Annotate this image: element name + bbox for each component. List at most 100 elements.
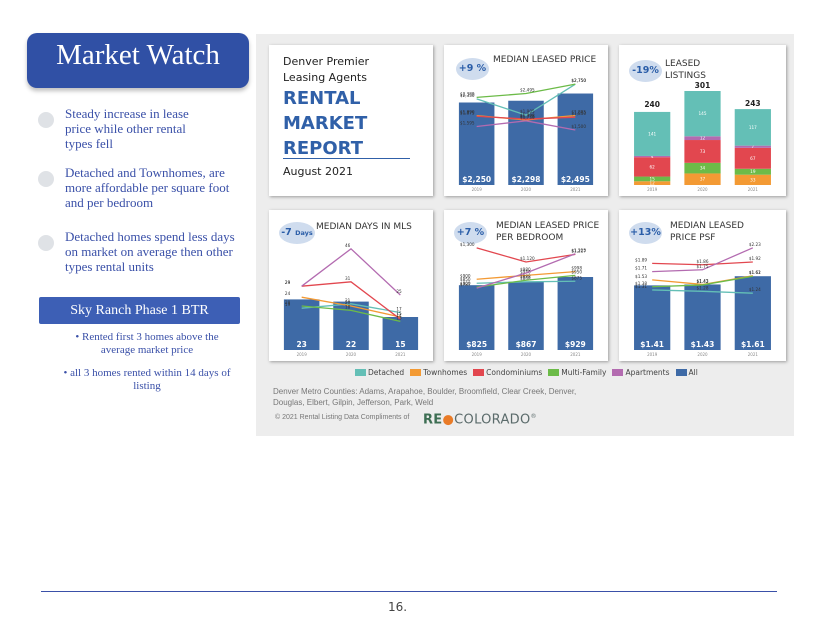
point-label: $1,905 — [520, 109, 535, 114]
legend-swatch — [675, 369, 687, 376]
sub-bullet: • all 3 homes rented within 14 days of l… — [63, 367, 231, 392]
segment-label: 12 — [649, 181, 655, 186]
bar-label: $1.41 — [640, 340, 664, 349]
legend-label: Multi-Family — [561, 368, 607, 377]
category-label: 2021 — [570, 187, 581, 192]
bullet-dot — [38, 235, 54, 251]
series-line — [301, 281, 401, 320]
series-line — [476, 115, 576, 120]
point-label: $1.24 — [749, 287, 761, 292]
total-label: 243 — [745, 99, 761, 108]
point-label: $875 — [571, 275, 582, 280]
series-line — [652, 275, 753, 288]
price-psf-card: +13% MEDIAN LEASED PRICE PSF $1.41 2019 $1… — [619, 210, 786, 361]
report-title-line: MARKET — [283, 113, 368, 134]
point-label: $1,850 — [571, 111, 586, 116]
legend-label: Condominiums — [486, 368, 543, 377]
bar — [508, 281, 544, 350]
change-badge: -19% — [629, 60, 662, 82]
segment-label: 141 — [648, 131, 656, 136]
point-label: $1,217 — [571, 248, 586, 253]
point-label: $2,350 — [460, 93, 475, 98]
category-label: 2020 — [521, 352, 532, 357]
bar-label: 15 — [395, 340, 405, 349]
point-label: $1.42 — [697, 279, 709, 284]
point-label: $1.92 — [749, 256, 761, 261]
median-days-card: -7 Days MEDIAN DAYS IN MLS 23 2019 22 2020 1… — [269, 210, 433, 361]
legend-swatch — [548, 369, 560, 376]
logo-re: RE — [423, 412, 443, 428]
point-label: $1.38 — [635, 281, 647, 286]
report-title-line: REPORT — [283, 138, 363, 159]
series-line — [476, 247, 576, 263]
segment-label: 12 — [700, 136, 706, 141]
segment-label: 7 — [751, 144, 754, 149]
point-label: $1,798 — [520, 113, 535, 118]
point-label: $787 — [460, 282, 471, 287]
report-title: RENTAL MARKET REPORT — [283, 86, 367, 161]
category-label: 2019 — [647, 352, 658, 357]
copyright-note: © 2021 Rental Listing Data Compliments o… — [275, 414, 410, 421]
legend-swatch — [473, 369, 485, 376]
chart-title: MEDIAN LEASED PRICE — [493, 55, 597, 65]
category-label: 2020 — [346, 352, 357, 357]
stack-segment — [734, 174, 771, 185]
sky-ranch-box: Sky Ranch Phase 1 BTR — [39, 297, 240, 324]
point-label: 31 — [345, 276, 351, 281]
chart-title: MEDIAN DAYS IN MLS — [316, 222, 412, 232]
legend-swatch — [410, 369, 422, 376]
point-label: 15 — [396, 311, 402, 316]
legend-label: All — [688, 368, 698, 377]
bar — [458, 285, 495, 350]
stack-segment — [634, 111, 671, 156]
series-line — [652, 247, 754, 273]
series-line — [476, 83, 576, 116]
point-label: $1.62 — [749, 270, 761, 275]
bar-label: $929 — [565, 340, 586, 349]
category-label: 2019 — [647, 187, 658, 192]
bar-label: 23 — [296, 340, 306, 349]
series-line — [301, 247, 401, 296]
bar — [557, 277, 594, 350]
point-label: $800 — [460, 281, 471, 286]
stack-segment — [734, 147, 771, 169]
footer-divider — [41, 591, 777, 592]
point-label: $1.53 — [635, 274, 647, 279]
bullet-dot — [38, 112, 54, 128]
segment-label: 19 — [750, 169, 756, 174]
page-number: 16. — [388, 600, 408, 614]
series-line — [301, 305, 401, 323]
series-line — [476, 120, 576, 131]
bullet-dot — [38, 171, 54, 187]
point-label: $1,875 — [460, 110, 475, 115]
legend-item: All — [675, 368, 698, 377]
category-label: 2019 — [472, 187, 483, 192]
point-label: $1,120 — [520, 256, 535, 261]
legend-item: Detached — [355, 368, 404, 377]
market-watch-title: Market Watch — [27, 33, 249, 88]
stack-segment — [634, 176, 671, 182]
series-line — [652, 261, 753, 266]
point-label: 18 — [345, 304, 351, 309]
stack-segment — [734, 145, 771, 148]
point-label: 29 — [285, 280, 291, 285]
point-label: $980 — [520, 267, 531, 272]
point-label: $1,895 — [571, 110, 586, 115]
median-leased-price-card: +9 % MEDIAN LEASED PRICE $2,250 2019 $2,29… — [444, 45, 608, 196]
point-label: 13 — [396, 315, 402, 320]
category-label: 2020 — [697, 352, 708, 357]
legend-item: Multi-Family — [548, 368, 606, 377]
legend-label: Townhomes — [423, 368, 468, 377]
median-leased-price-chart: $2,250 2019 $2,298 2020 $2,495 2021 $2,350 $1,9… — [458, 78, 594, 192]
bar-label: $2,250 — [462, 175, 491, 184]
change-value: -7 — [281, 227, 292, 238]
segment-label: 145 — [699, 111, 707, 116]
chart-title: LEASED LISTINGS — [665, 59, 706, 81]
point-label: 46 — [345, 243, 351, 248]
price-per-bedroom-chart: $825 2019 $867 2020 $929 2021 $850 $868 $875 $900… — [458, 242, 594, 357]
point-label: $850 — [460, 277, 471, 282]
bar-label: 22 — [346, 340, 356, 349]
stack-segment — [634, 155, 671, 158]
point-label: $1.71 — [635, 266, 647, 271]
